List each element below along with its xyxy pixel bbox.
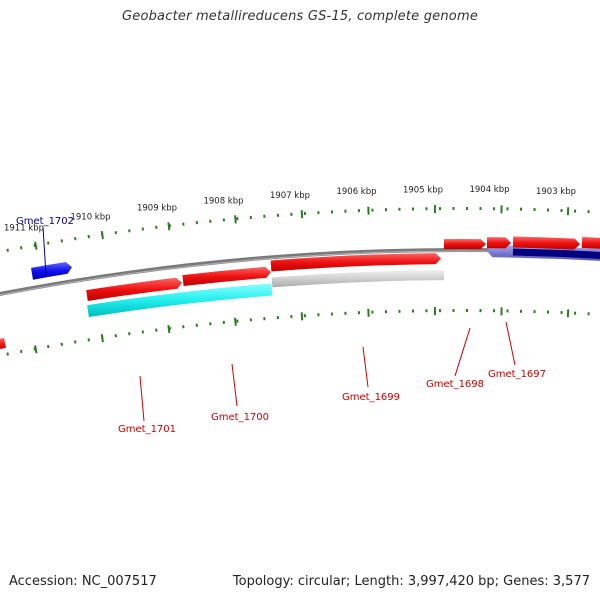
- minor-tick: [6, 352, 9, 356]
- gene-label: Gmet_1701: [118, 424, 176, 435]
- major-tick: [34, 345, 38, 354]
- minor-tick: [33, 243, 36, 248]
- leader-line: [231, 363, 238, 407]
- gene-label: Gmet_1702: [16, 216, 74, 227]
- gene-label: Gmet_1699: [342, 392, 400, 403]
- scale-label: 1907 kbp: [270, 191, 310, 201]
- inner-scale-ring: [6, 307, 590, 356]
- major-tick: [300, 312, 304, 321]
- major-tick: [167, 324, 171, 334]
- scale-label: 1909 kbp: [137, 204, 177, 214]
- scale-label: 1906 kbp: [336, 187, 376, 197]
- scale-label: 1905 kbp: [403, 185, 443, 195]
- leader-line: [42, 226, 47, 276]
- major-tick: [234, 317, 237, 326]
- minor-tick: [33, 347, 36, 351]
- leader-line: [139, 375, 145, 422]
- gene-gmet-1699-reverse: [271, 270, 444, 288]
- major-tick: [234, 215, 237, 224]
- gene-left-edge: [0, 338, 6, 349]
- scale-label: 1904 kbp: [469, 185, 509, 195]
- major-tick: [167, 222, 171, 231]
- gene-gmet-1697: [486, 237, 511, 249]
- gene-forward-right: [512, 236, 580, 250]
- gene-gmet-1701: [86, 277, 182, 301]
- scale-label: 1903 kbp: [536, 187, 576, 197]
- gene-gmet-1702: [31, 262, 72, 280]
- gene-gmet-1698: [444, 239, 486, 250]
- accession-text: Accession: NC_007517: [9, 574, 157, 589]
- major-tick: [100, 334, 104, 343]
- gene-gmet-1700: [182, 266, 271, 286]
- minor-tick: [60, 342, 63, 346]
- minor-tick: [46, 344, 50, 349]
- map-title: Geobacter metallireducens GS-15, complet…: [121, 9, 479, 24]
- minor-tick: [19, 349, 23, 354]
- gene-label: Gmet_1700: [211, 412, 269, 423]
- minor-tick: [19, 246, 23, 250]
- gene-forward-edge: [581, 236, 600, 249]
- leader-line: [362, 346, 369, 388]
- major-tick: [34, 241, 38, 250]
- scale-label: 1910 kbp: [70, 213, 110, 223]
- minor-tick: [6, 248, 9, 252]
- gene-label: Gmet_1697: [488, 369, 546, 380]
- major-tick: [300, 210, 304, 219]
- leader-line: [505, 321, 516, 366]
- gene-dark-blue-segment: [512, 248, 600, 259]
- leader-line: [454, 327, 471, 377]
- outer-scale-ring: [6, 205, 590, 252]
- gene-label: Gmet_1698: [426, 379, 484, 390]
- gene-gmet-1699: [270, 253, 441, 272]
- scale-label: 1908 kbp: [203, 196, 243, 206]
- gene-gmet-1701-reverse-selected: [87, 283, 273, 317]
- scale-label: 1911 kbp: [4, 224, 44, 234]
- genome-summary: Topology: circular; Length: 3,997,420 bp…: [232, 574, 590, 589]
- major-tick: [100, 230, 104, 240]
